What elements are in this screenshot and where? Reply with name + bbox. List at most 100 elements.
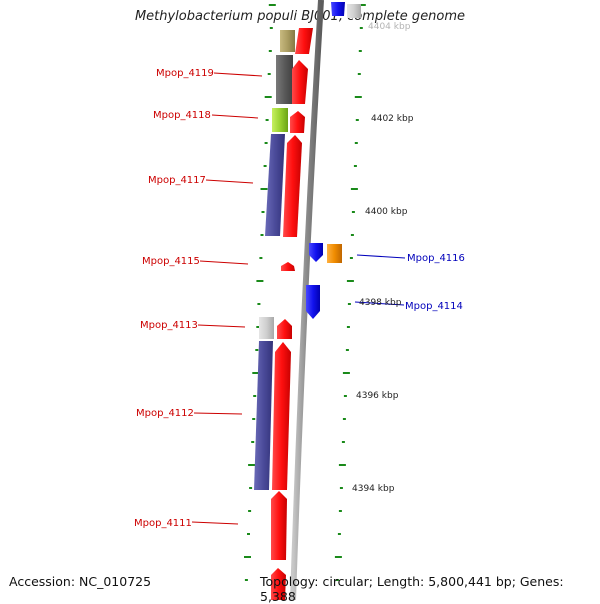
tick-mark-right — [337, 533, 341, 535]
tick-mark-right — [347, 303, 351, 305]
tick-mark-left — [248, 510, 252, 512]
tick-mark-left — [256, 326, 260, 328]
tick-mark-right — [351, 211, 355, 213]
gene-label-mpop-4114[interactable]: Mpop_4114 — [405, 301, 463, 312]
tick-mark-right — [338, 510, 342, 512]
tick-mark-left — [257, 303, 261, 305]
cds-arrow-mpop-4112 — [272, 342, 291, 490]
tick-mark-left — [251, 441, 255, 443]
tick-mark-left — [260, 188, 268, 190]
tick-mark-left — [255, 349, 259, 351]
cds-arrow-mpop-4118 — [290, 111, 305, 133]
tick-mark-left — [247, 533, 250, 535]
tick-mark-right — [354, 142, 358, 144]
leader-line-mpop-4114 — [354, 301, 405, 306]
cog-box-lime — [272, 108, 288, 132]
ruler-label-4394: 4394 kbp — [352, 484, 395, 494]
tick-mark-left — [263, 165, 267, 167]
tick-mark-left — [264, 96, 272, 98]
leader-line-mpop-4113 — [197, 324, 246, 328]
cog-box-purple-lower — [254, 341, 273, 490]
cds-arrow-mpop-4111 — [271, 491, 287, 560]
tick-mark-right — [346, 280, 354, 282]
gene-label-mpop-4115[interactable]: Mpop_4115 — [142, 256, 200, 267]
tick-mark-right — [358, 4, 366, 6]
ruler-label-4400: 4400 kbp — [365, 207, 408, 217]
tick-mark-left — [268, 4, 276, 6]
leader-line-mpop-4115 — [199, 260, 249, 265]
gene-label-mpop-4113[interactable]: Mpop_4113 — [140, 320, 198, 331]
cog-box-light-gray — [259, 317, 274, 339]
gene-label-mpop-4117[interactable]: Mpop_4117 — [148, 175, 206, 186]
tick-mark-left — [248, 464, 256, 466]
ruler-label-4398: 4398 kbp — [359, 298, 402, 308]
tick-mark-left — [269, 27, 273, 29]
tick-mark-left — [249, 487, 253, 489]
gene-label-mpop-4112[interactable]: Mpop_4112 — [136, 408, 194, 419]
cog-box-light-gray-top — [347, 4, 361, 18]
tick-mark-left — [252, 372, 260, 374]
tick-mark-right — [342, 372, 350, 374]
cds-arrow-mpop-4115 — [281, 262, 295, 271]
tick-mark-left — [261, 211, 265, 213]
tick-mark-right — [357, 73, 361, 75]
tick-mark-right — [354, 96, 362, 98]
cog-box-purple-upper — [265, 134, 285, 236]
leader-line-mpop-4117 — [205, 179, 254, 184]
tick-mark-right — [349, 257, 353, 259]
cds-arrow-mpop-4117 — [283, 135, 302, 237]
genome-backbone — [290, 0, 324, 600]
cds-arrow-reverse-top — [331, 2, 345, 16]
tick-mark-right — [339, 487, 343, 489]
tick-mark-right — [358, 50, 362, 52]
tick-mark-right — [341, 441, 345, 443]
leader-line-mpop-4116 — [356, 254, 406, 259]
tick-mark-right — [342, 418, 346, 420]
ruler-label-4396: 4396 kbp — [356, 391, 399, 401]
tick-mark-left — [267, 73, 271, 75]
tick-mark-left — [265, 119, 269, 121]
tick-mark-left — [256, 280, 264, 282]
tick-mark-left — [244, 556, 251, 558]
tick-mark-left — [264, 142, 268, 144]
map-title: Methylobacterium populi BJ001, complete … — [134, 9, 466, 24]
leader-line-mpop-4112 — [193, 412, 243, 415]
tick-mark-right — [335, 579, 339, 581]
tick-mark-right — [355, 119, 359, 121]
leader-line-mpop-4119 — [213, 72, 263, 77]
tick-mark-left — [244, 579, 248, 581]
tick-mark-left — [268, 50, 272, 52]
cog-box-orange — [327, 244, 342, 263]
tick-mark-right — [353, 165, 357, 167]
gene-label-mpop-4116[interactable]: Mpop_4116 — [407, 253, 465, 264]
cds-arrow-mpop-4114 — [306, 285, 320, 319]
tick-mark-right — [346, 326, 350, 328]
cog-box-olive — [280, 30, 295, 52]
tick-mark-right — [334, 556, 342, 558]
cds-arrow-top — [295, 28, 313, 54]
tick-mark-right — [350, 188, 358, 190]
accession-text: Accession: NC_010725 — [9, 574, 152, 589]
tick-mark-left — [252, 418, 256, 420]
tick-mark-right — [350, 234, 354, 236]
cds-arrow-bottom — [271, 568, 286, 600]
tick-mark-right — [345, 349, 349, 351]
cog-box-dark-gray — [276, 55, 293, 104]
gene-label-mpop-4111[interactable]: Mpop_4111 — [134, 518, 192, 529]
ruler-label-4404: 4404 kbp — [368, 22, 411, 32]
tick-mark-left — [259, 257, 263, 259]
cds-arrow-mpop-4119 — [292, 60, 308, 104]
gene-label-mpop-4119[interactable]: Mpop_4119 — [156, 68, 214, 79]
ruler-label-4402: 4402 kbp — [371, 114, 414, 124]
leader-line-mpop-4118 — [211, 114, 259, 119]
tick-mark-left — [260, 234, 264, 236]
gene-label-mpop-4118[interactable]: Mpop_4118 — [153, 110, 211, 121]
gc-tick-track — [244, 4, 366, 581]
tick-mark-right — [338, 464, 346, 466]
cds-arrow-mpop-4113 — [277, 319, 292, 339]
tick-mark-left — [253, 395, 257, 397]
leader-line-mpop-4111 — [191, 521, 239, 525]
cds-arrow-mpop-4116 — [309, 243, 323, 262]
tick-mark-right — [359, 27, 363, 29]
